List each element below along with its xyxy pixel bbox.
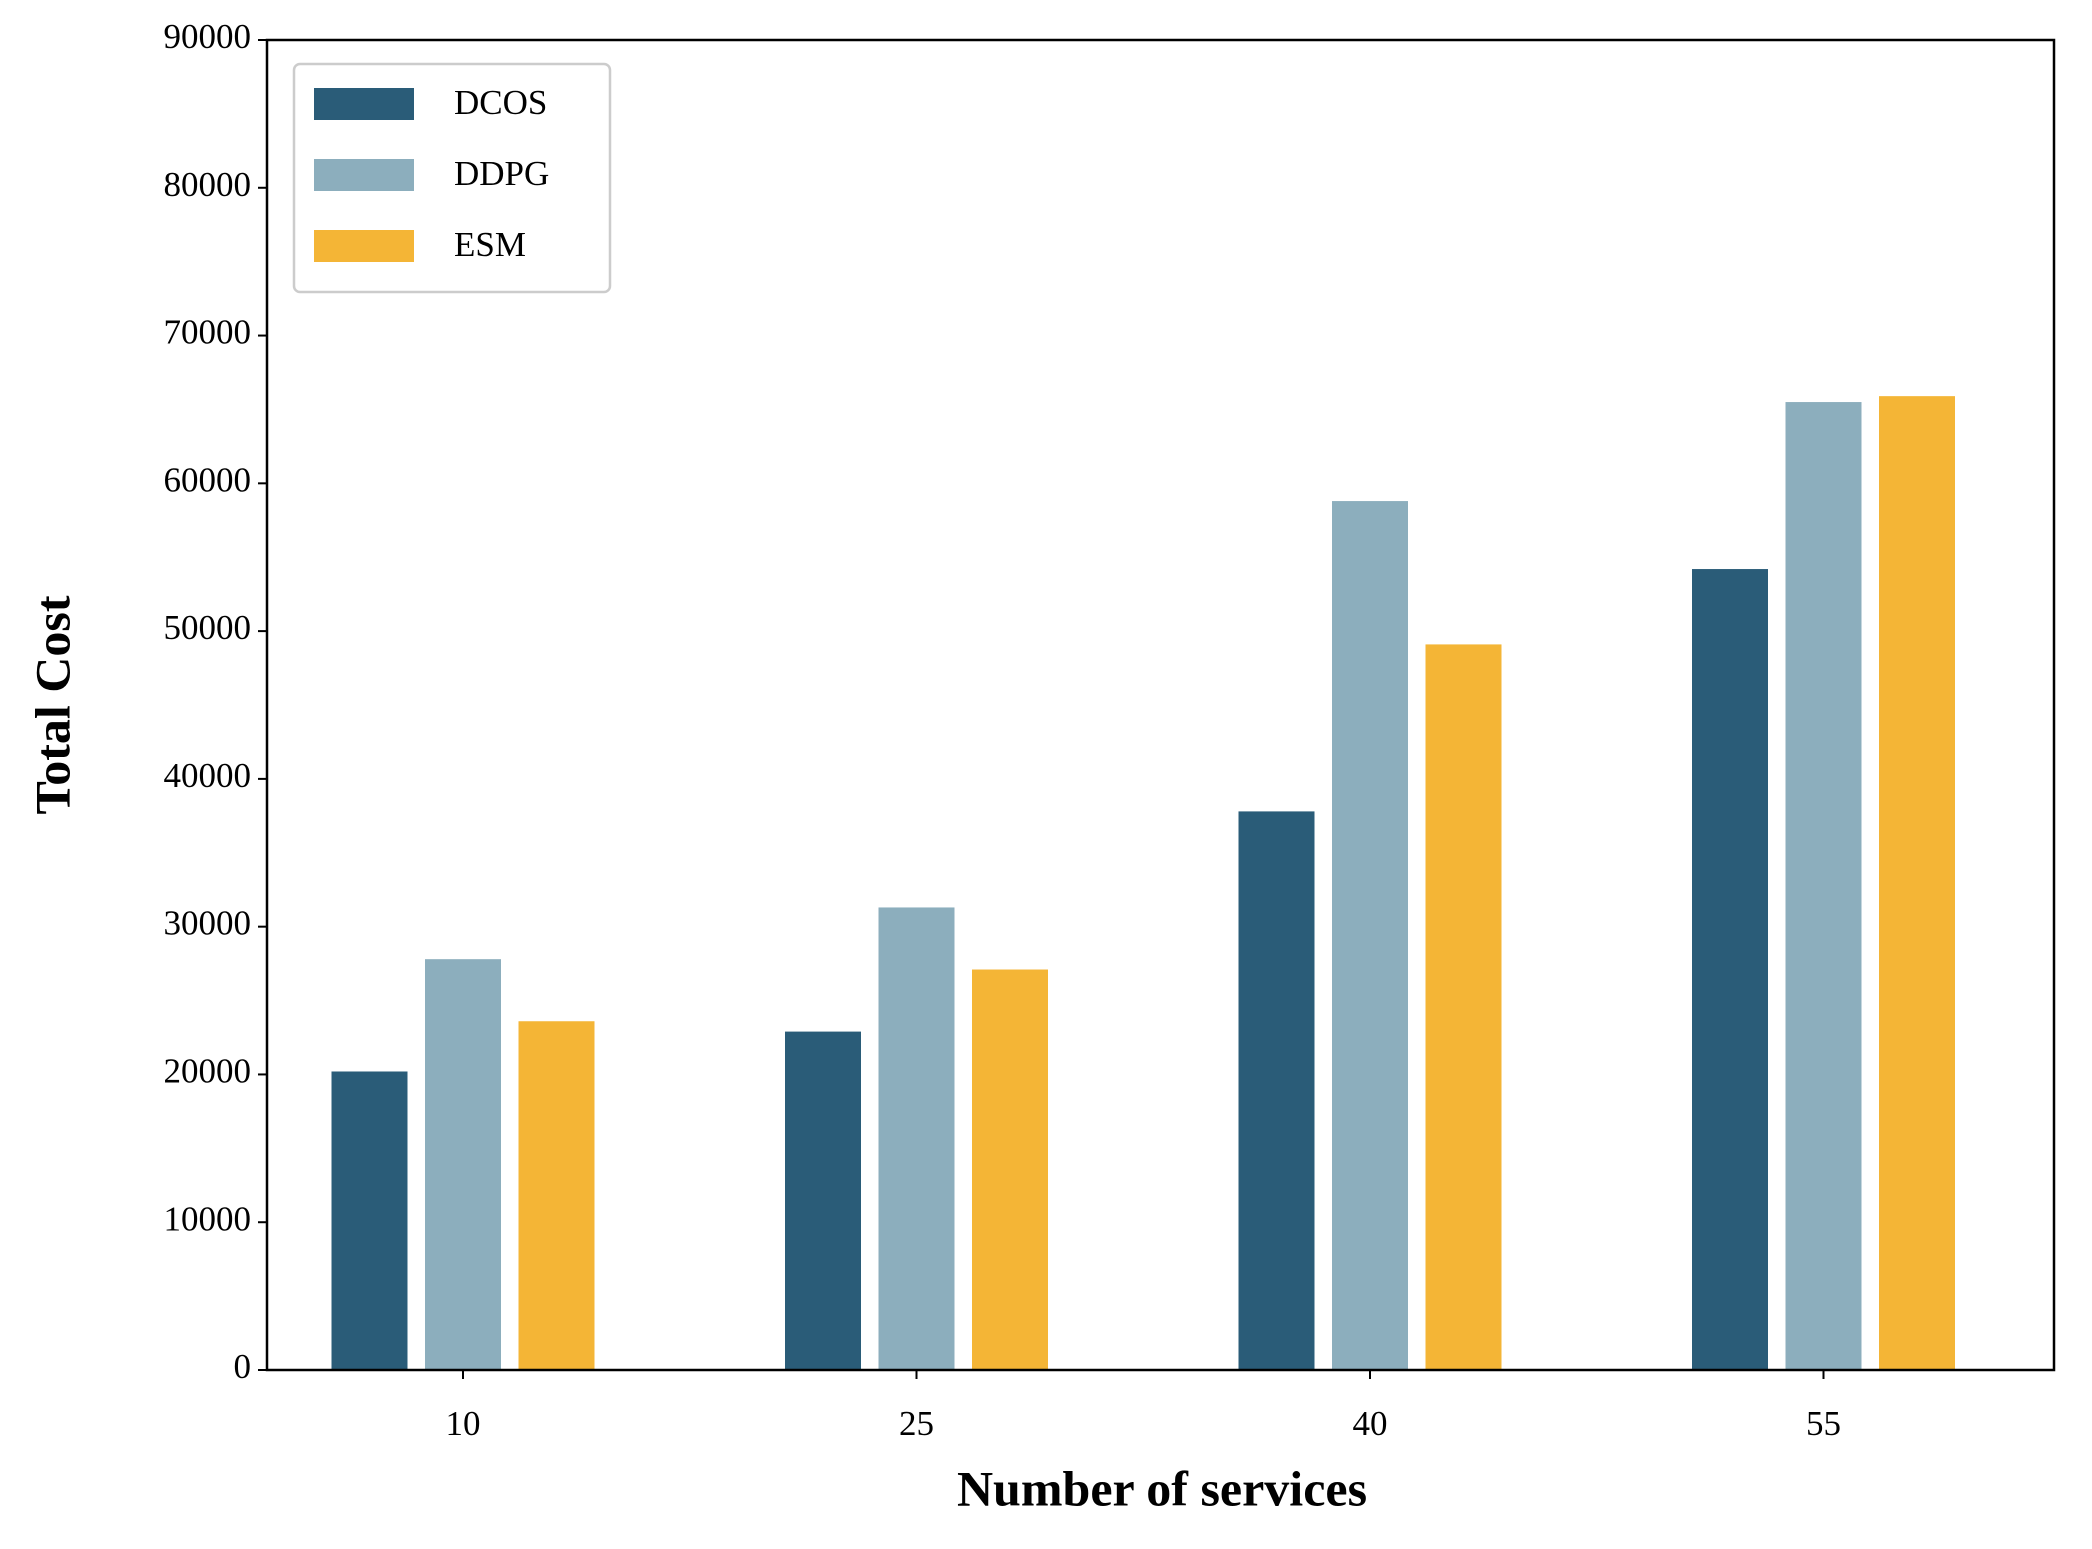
y-axis-label: Total Cost bbox=[24, 595, 80, 814]
y-tick-label: 60000 bbox=[164, 460, 252, 499]
bar bbox=[1692, 569, 1768, 1370]
bar bbox=[1332, 501, 1408, 1371]
legend-swatch bbox=[314, 159, 414, 191]
bar bbox=[1238, 811, 1315, 1370]
x-tick-label: 25 bbox=[899, 1404, 934, 1443]
y-tick-label: 70000 bbox=[164, 313, 252, 352]
x-tick-label: 10 bbox=[446, 1404, 481, 1443]
bar bbox=[785, 1031, 861, 1370]
x-tick-label: 55 bbox=[1806, 1404, 1841, 1443]
x-axis-label: Number of services bbox=[957, 1460, 1367, 1516]
legend-swatch bbox=[314, 88, 414, 120]
legend-label: DDPG bbox=[454, 154, 549, 193]
bar bbox=[425, 959, 501, 1370]
y-tick-label: 80000 bbox=[164, 165, 252, 204]
bar bbox=[1785, 402, 1862, 1370]
y-tick-label: 40000 bbox=[164, 756, 252, 795]
y-tick-label: 30000 bbox=[164, 904, 252, 943]
bar bbox=[331, 1071, 408, 1370]
bar bbox=[878, 907, 955, 1370]
bar bbox=[972, 969, 1048, 1370]
legend-swatch bbox=[314, 230, 414, 262]
y-tick-label: 10000 bbox=[164, 1199, 252, 1238]
x-tick-label: 40 bbox=[1353, 1404, 1388, 1443]
y-tick-label: 0 bbox=[234, 1347, 252, 1386]
axes-frame bbox=[265, 38, 2056, 1372]
bar bbox=[1879, 396, 1955, 1371]
y-tick-label: 20000 bbox=[164, 1051, 252, 1090]
bar bbox=[518, 1021, 595, 1370]
y-tick-label: 90000 bbox=[164, 17, 252, 56]
legend-label: ESM bbox=[454, 225, 526, 264]
legend-label: DCOS bbox=[454, 83, 547, 122]
y-tick-label: 50000 bbox=[164, 608, 252, 647]
bar bbox=[1425, 644, 1502, 1370]
